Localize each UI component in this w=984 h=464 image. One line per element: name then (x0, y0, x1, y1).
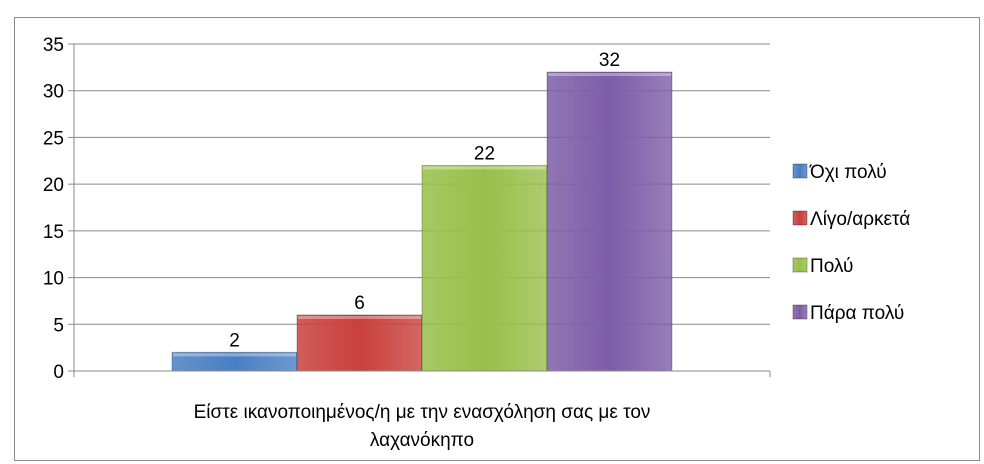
bar (546, 71, 673, 372)
category-label: Είστε ικανοποιημένος/η με την ενασχόληση… (194, 402, 651, 423)
data-label: 22 (474, 143, 495, 164)
y-tick-label: 10 (43, 269, 64, 290)
y-tick-label: 20 (43, 175, 64, 196)
axes (68, 43, 771, 377)
bar-highlight (548, 73, 671, 77)
legend-label: Πολύ (810, 256, 853, 277)
data-label: 32 (599, 50, 620, 71)
legend-swatch (792, 304, 808, 320)
legend-label: Όχι πολύ (809, 162, 887, 183)
legend-label: Λίγο/αρκετά (810, 209, 910, 230)
y-tick-label: 15 (43, 222, 64, 243)
labels: 0 5 10 15 20 25 30 35 2 6 22 32 Είστε ικανοποιημένος… (43, 35, 651, 451)
y-tick-label: 5 (53, 315, 64, 336)
legend-swatch (792, 257, 808, 273)
bars (171, 71, 673, 372)
legend-swatch (792, 163, 808, 179)
category-label: λαχανόκηπο (370, 430, 474, 451)
y-tick-label: 35 (43, 35, 64, 56)
data-label: 6 (354, 293, 365, 314)
data-label: 2 (229, 330, 240, 351)
legend-swatch (792, 210, 808, 226)
y-tick-label: 30 (43, 82, 64, 103)
legend-label: Πάρα πολύ (810, 303, 904, 324)
bar (296, 314, 423, 372)
bar-highlight (173, 353, 296, 357)
bar-highlight (423, 166, 546, 170)
legend: Όχι πολύ Λίγο/αρκετά Πολύ Πάρα πολύ (792, 162, 910, 324)
bar (421, 164, 548, 372)
y-tick-label: 0 (53, 362, 64, 383)
y-tick-label: 25 (43, 128, 64, 149)
bar-highlight (298, 315, 421, 319)
